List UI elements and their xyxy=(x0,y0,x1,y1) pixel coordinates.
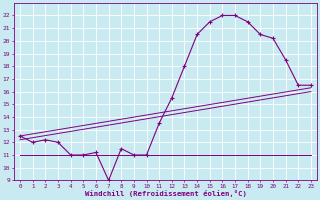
X-axis label: Windchill (Refroidissement éolien,°C): Windchill (Refroidissement éolien,°C) xyxy=(84,190,246,197)
